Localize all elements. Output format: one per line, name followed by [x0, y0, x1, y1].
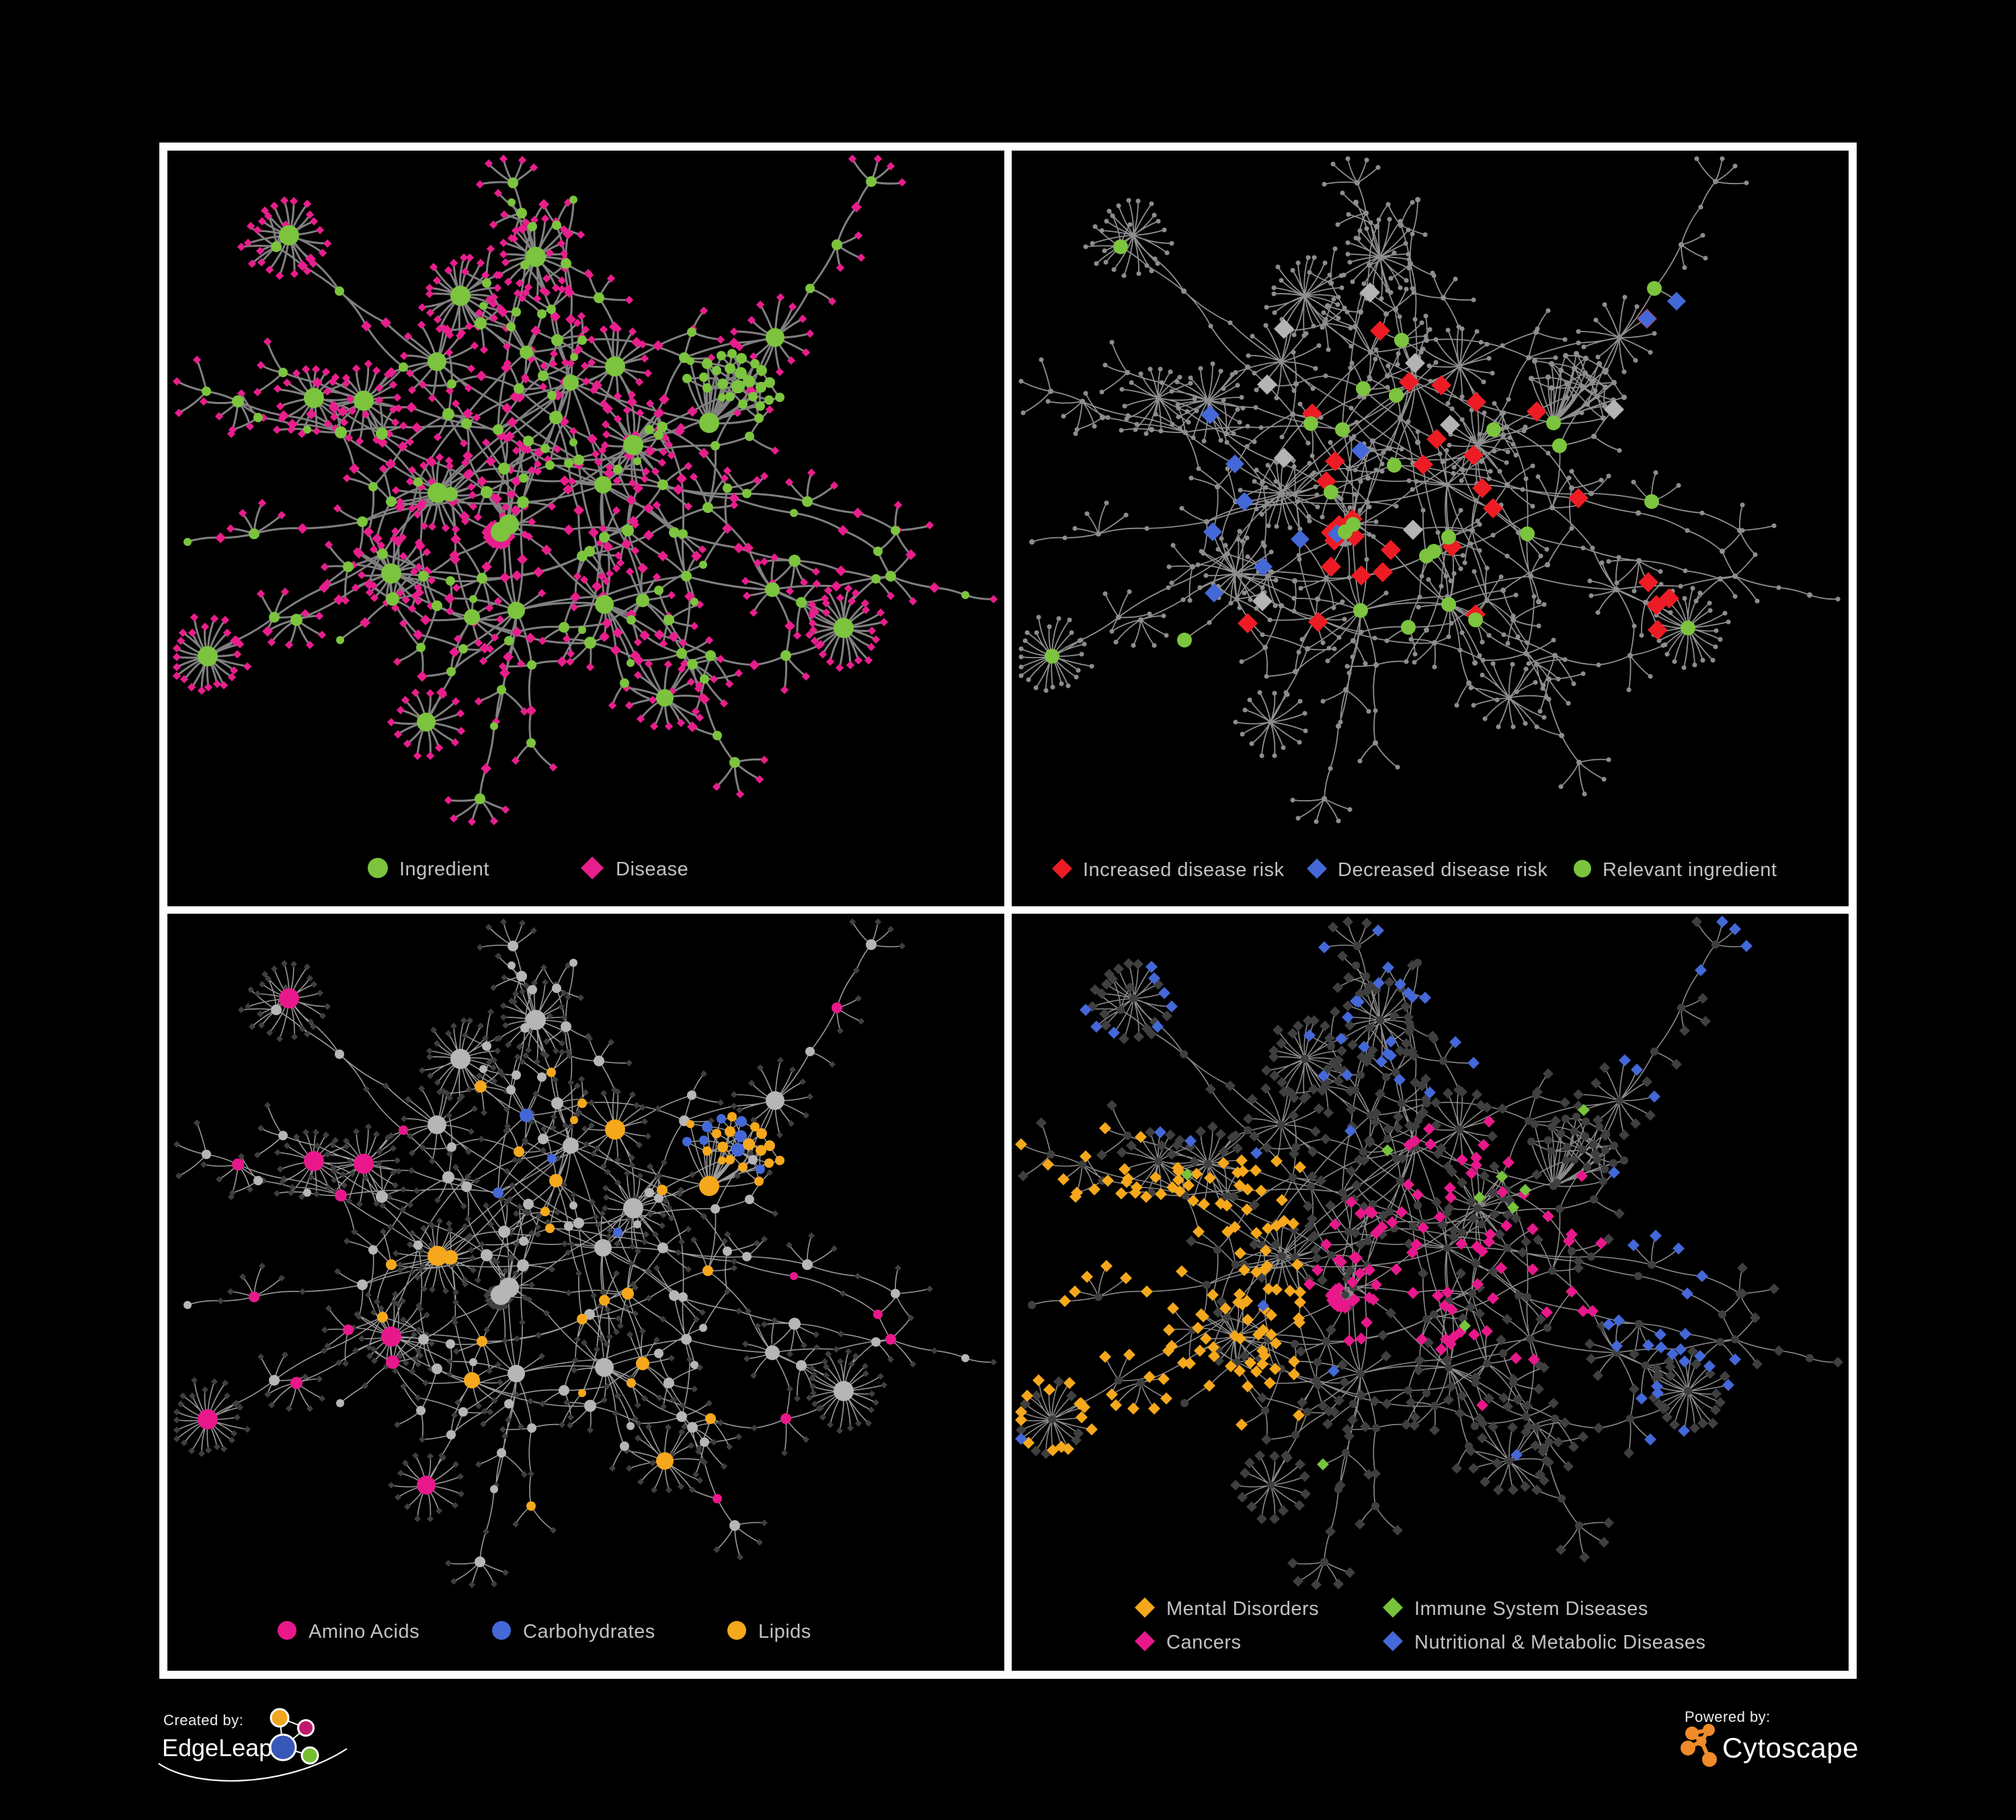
- svg-text:Increased disease risk: Increased disease risk: [1083, 859, 1285, 881]
- svg-text:Amino Acids: Amino Acids: [309, 1621, 419, 1643]
- svg-text:Created by:: Created by:: [163, 1712, 243, 1729]
- svg-text:Cancers: Cancers: [1166, 1632, 1242, 1653]
- svg-text:Powered by:: Powered by:: [1685, 1708, 1771, 1725]
- svg-text:Disease: Disease: [616, 859, 688, 880]
- svg-text:Relevant ingredient: Relevant ingredient: [1603, 859, 1777, 881]
- svg-text:Immune System Diseases: Immune System Diseases: [1414, 1598, 1648, 1620]
- svg-text:Mental Disorders: Mental Disorders: [1166, 1598, 1319, 1620]
- svg-text:Nutritional & Metabolic Diseas: Nutritional & Metabolic Diseases: [1414, 1632, 1705, 1653]
- svg-text:Cytoscape: Cytoscape: [1722, 1732, 1859, 1764]
- svg-text:Decreased disease risk: Decreased disease risk: [1338, 859, 1547, 881]
- svg-text:EdgeLeap: EdgeLeap: [162, 1734, 272, 1762]
- svg-text:Lipids: Lipids: [758, 1621, 811, 1643]
- svg-text:Ingredient: Ingredient: [399, 859, 489, 880]
- svg-text:Carbohydrates: Carbohydrates: [523, 1621, 655, 1643]
